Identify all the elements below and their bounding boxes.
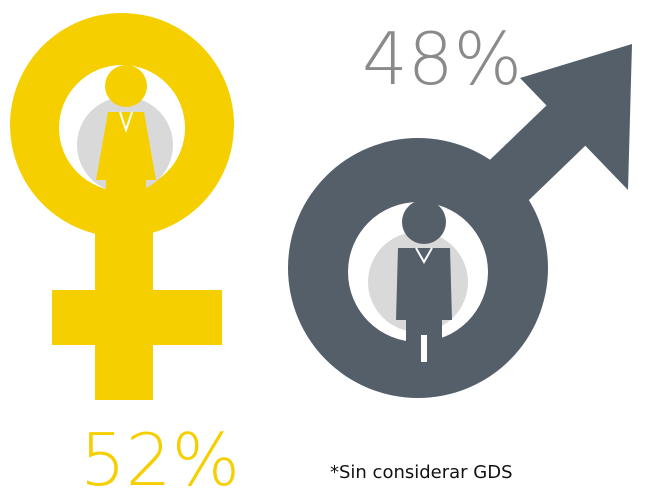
- female-head: [105, 65, 147, 107]
- male-collar: [415, 247, 433, 265]
- male-symbol: [288, 44, 632, 398]
- male-percent: 48%: [362, 17, 522, 101]
- male-arrowhead: [520, 44, 632, 190]
- female-collar: [119, 111, 133, 134]
- male-head: [402, 200, 446, 244]
- female-symbol: [10, 13, 234, 400]
- female-crossbar: [52, 290, 222, 345]
- female-percent: 52%: [80, 418, 240, 491]
- female-body: [96, 112, 156, 200]
- male-body: [396, 248, 452, 362]
- male-legs-gap: [421, 335, 427, 362]
- footnote: *Sin considerar GDS: [330, 462, 513, 483]
